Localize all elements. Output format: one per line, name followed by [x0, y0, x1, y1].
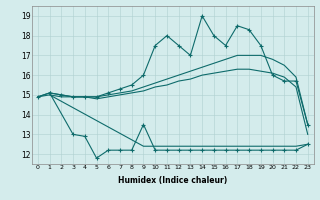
X-axis label: Humidex (Indice chaleur): Humidex (Indice chaleur) [118, 176, 228, 185]
